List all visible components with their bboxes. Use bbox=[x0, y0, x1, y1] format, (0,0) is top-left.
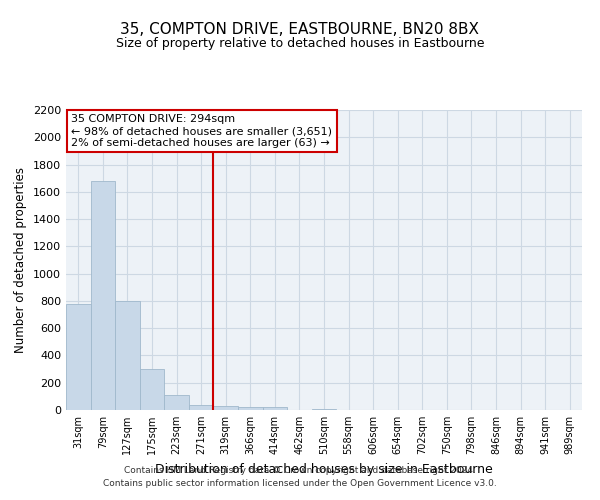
Bar bbox=[238, 406, 263, 410]
Bar bbox=[312, 408, 336, 410]
Bar bbox=[164, 395, 189, 410]
Y-axis label: Number of detached properties: Number of detached properties bbox=[14, 167, 28, 353]
Text: 35, COMPTON DRIVE, EASTBOURNE, BN20 8BX: 35, COMPTON DRIVE, EASTBOURNE, BN20 8BX bbox=[121, 22, 479, 38]
Bar bbox=[91, 181, 115, 410]
X-axis label: Distribution of detached houses by size in Eastbourne: Distribution of detached houses by size … bbox=[155, 462, 493, 475]
Bar bbox=[263, 408, 287, 410]
Text: Contains HM Land Registry data © Crown copyright and database right 2024.
Contai: Contains HM Land Registry data © Crown c… bbox=[103, 466, 497, 487]
Bar bbox=[66, 304, 91, 410]
Bar bbox=[189, 404, 214, 410]
Bar bbox=[115, 301, 140, 410]
Bar bbox=[140, 369, 164, 410]
Bar bbox=[214, 406, 238, 410]
Text: 35 COMPTON DRIVE: 294sqm
← 98% of detached houses are smaller (3,651)
2% of semi: 35 COMPTON DRIVE: 294sqm ← 98% of detach… bbox=[71, 114, 332, 148]
Text: Size of property relative to detached houses in Eastbourne: Size of property relative to detached ho… bbox=[116, 38, 484, 51]
